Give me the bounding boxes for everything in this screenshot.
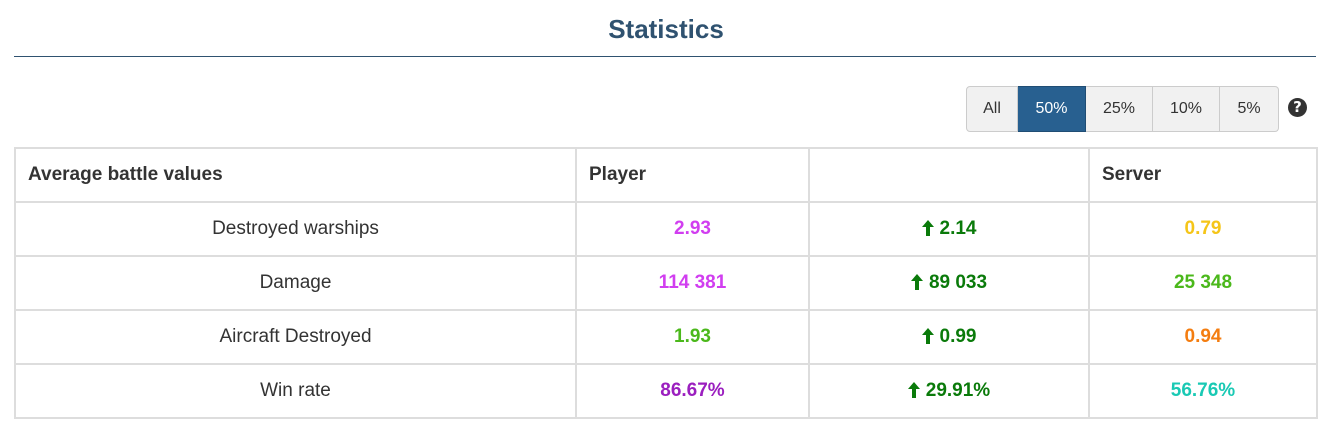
table-row: Damage 114 381 89 033 25 348 xyxy=(14,255,1318,311)
arrow-up-icon xyxy=(921,328,934,344)
player-value-cell: 1.93 xyxy=(575,309,810,365)
arrow-up-icon xyxy=(910,274,923,290)
server-value-cell: 56.76% xyxy=(1088,363,1318,419)
percentile-filter-group: All 50% 25% 10% 5% xyxy=(966,86,1279,132)
table-row: Destroyed warships 2.93 2.14 0.79 xyxy=(14,201,1318,257)
difference-value: 89 033 xyxy=(928,272,988,293)
filter-10-button[interactable]: 10% xyxy=(1153,86,1220,132)
server-value: 0.94 xyxy=(1184,326,1222,347)
player-value-cell: 114 381 xyxy=(575,255,810,311)
player-value: 1.93 xyxy=(674,326,711,347)
player-value-cell: 2.93 xyxy=(575,201,810,257)
row-label: Win rate xyxy=(14,363,577,419)
difference-value-cell: 0.99 xyxy=(808,309,1090,365)
table-row: Win rate 86.67% 29.91% 56.76% xyxy=(14,363,1318,419)
row-label: Damage xyxy=(14,255,577,311)
header-average-battle-values: Average battle values xyxy=(14,147,577,203)
player-value: 86.67% xyxy=(660,380,725,401)
server-value: 0.79 xyxy=(1184,218,1222,239)
player-value-cell: 86.67% xyxy=(575,363,810,419)
filter-5-button[interactable]: 5% xyxy=(1220,86,1279,132)
filter-50-button[interactable]: 50% xyxy=(1018,86,1086,132)
filter-25-button[interactable]: 25% xyxy=(1086,86,1153,132)
player-value: 2.93 xyxy=(674,218,711,239)
header-difference xyxy=(808,147,1090,203)
server-value: 56.76% xyxy=(1170,380,1236,401)
row-label: Aircraft Destroyed xyxy=(14,309,577,365)
difference-value: 2.14 xyxy=(939,218,977,239)
row-label: Destroyed warships xyxy=(14,201,577,257)
header-server: Server xyxy=(1088,147,1318,203)
table-row: Aircraft Destroyed 1.93 0.99 0.94 xyxy=(14,309,1318,365)
server-value-cell: 25 348 xyxy=(1088,255,1318,311)
stats-table: Average battle values Player Server Dest… xyxy=(14,147,1318,419)
filter-all-button[interactable]: All xyxy=(966,86,1018,132)
server-value: 25 348 xyxy=(1173,272,1233,293)
server-value-cell: 0.94 xyxy=(1088,309,1318,365)
difference-value-cell: 29.91% xyxy=(808,363,1090,419)
arrow-up-icon xyxy=(907,382,920,398)
table-header-row: Average battle values Player Server xyxy=(14,147,1318,203)
server-value-cell: 0.79 xyxy=(1088,201,1318,257)
player-value: 114 381 xyxy=(658,272,727,293)
difference-value-cell: 89 033 xyxy=(808,255,1090,311)
difference-value-cell: 2.14 xyxy=(808,201,1090,257)
header-player: Player xyxy=(575,147,810,203)
title-divider xyxy=(14,56,1316,57)
difference-value: 29.91% xyxy=(925,380,991,401)
difference-value: 0.99 xyxy=(939,326,977,347)
help-icon[interactable]: ? xyxy=(1288,98,1307,117)
arrow-up-icon xyxy=(921,220,934,236)
page-title: Statistics xyxy=(608,14,724,44)
